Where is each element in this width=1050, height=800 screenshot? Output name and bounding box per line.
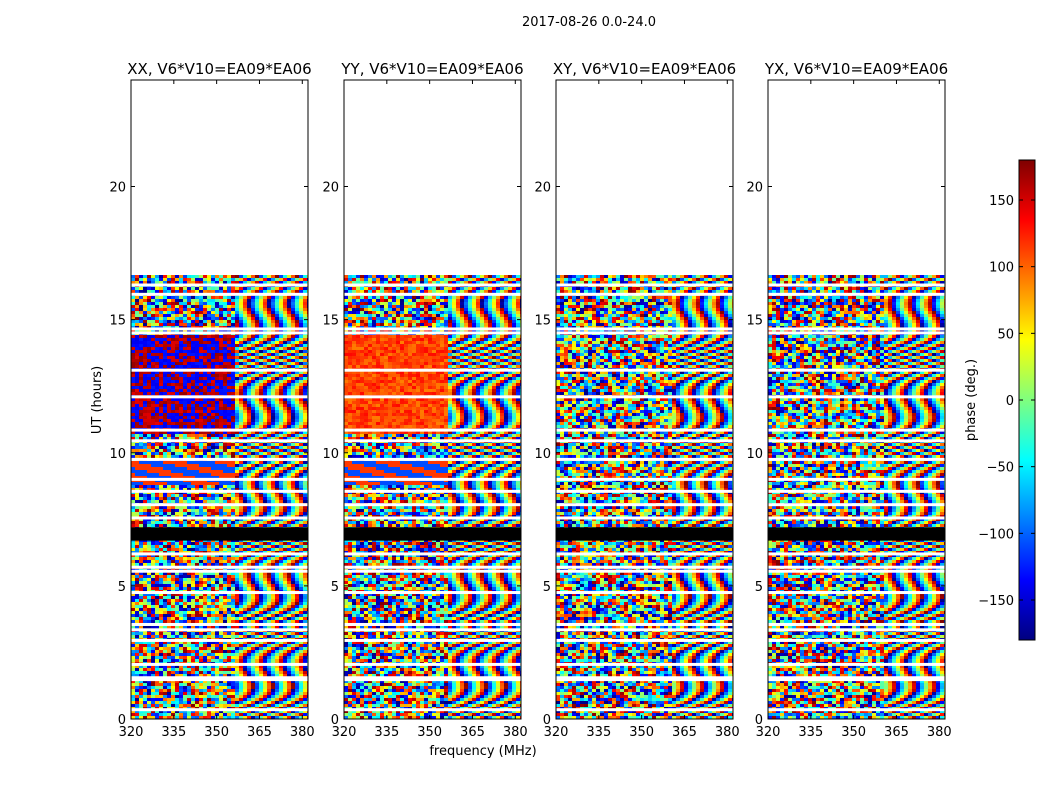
panel-yx: YX, V6*V10=EA09*EA06 320 335 350 365 380 0 5 10 1… [746, 60, 951, 740]
x-axis-label: frequency (MHz) [429, 744, 536, 759]
y-tick-label: 5 [543, 580, 551, 595]
y-tick-label: 0 [331, 713, 339, 728]
y-tick-label: 5 [118, 580, 126, 595]
y-tick-label: 15 [534, 314, 551, 329]
y-tick-label: 10 [322, 447, 339, 462]
colorbar: 150 100 50 0 −50 −100 −150 [978, 159, 1036, 641]
y-axis-label: UT (hours) [90, 366, 105, 434]
phase-heatmap [344, 275, 521, 719]
colorbar-tick-label: 50 [997, 327, 1014, 342]
y-tick-label: 20 [534, 181, 551, 196]
flagged-band [344, 527, 521, 541]
y-tick-label: 0 [543, 713, 551, 728]
flagged-band [556, 527, 733, 541]
x-tick-label: 380 [290, 725, 315, 740]
figure-suptitle: 2017-08-26 0.0-24.0 [522, 15, 656, 30]
flagged-band [131, 527, 308, 541]
y-tick-label: 5 [331, 580, 339, 595]
colorbar-tick-label: 0 [1006, 394, 1014, 409]
x-tick-label: 335 [586, 725, 611, 740]
x-tick-label: 335 [161, 725, 186, 740]
x-tick-label: 320 [332, 725, 357, 740]
x-tick-label: 380 [503, 725, 528, 740]
y-tick-label: 5 [755, 580, 763, 595]
x-tick-label: 350 [204, 725, 229, 740]
y-tick-label: 0 [755, 713, 763, 728]
colorbar-tick-label: −50 [987, 461, 1014, 476]
y-tick-label: 15 [109, 314, 126, 329]
y-tick-label: 15 [322, 314, 339, 329]
x-tick-label: 320 [756, 725, 781, 740]
panel-frame [555, 79, 734, 720]
x-tick-label: 365 [247, 725, 272, 740]
colorbar-tick-label: 150 [989, 194, 1014, 209]
y-tick-label: 10 [746, 447, 763, 462]
phase-heatmap [131, 275, 308, 719]
phase-heatmap [556, 275, 733, 719]
panel-title: XX, V6*V10=EA09*EA06 [127, 60, 311, 78]
colorbar-tick-label: 100 [989, 261, 1014, 276]
x-tick-label: 365 [884, 725, 909, 740]
panels: XX, V6*V10=EA09*EA06 320 335 350 365 380 0 5 10 1… [109, 60, 951, 740]
colorbar-label: phase (deg.) [964, 359, 979, 441]
panel-frame [767, 79, 946, 720]
y-tick-label: 15 [746, 314, 763, 329]
panel-xx: XX, V6*V10=EA09*EA06 320 335 350 365 380 0 5 10 1… [109, 60, 314, 740]
panel-yy: YY, V6*V10=EA09*EA06 320 335 350 365 380 0 5 10 1… [322, 60, 527, 740]
panel-frame [130, 79, 309, 720]
y-tick-label: 20 [322, 181, 339, 196]
flagged-band [768, 527, 945, 541]
x-tick-label: 365 [672, 725, 697, 740]
x-tick-label: 320 [544, 725, 569, 740]
x-tick-label: 380 [715, 725, 740, 740]
panel-title: YY, V6*V10=EA09*EA06 [340, 60, 523, 78]
x-tick-label: 350 [417, 725, 442, 740]
x-tick-label: 365 [460, 725, 485, 740]
x-tick-label: 335 [374, 725, 399, 740]
panel-xy: XY, V6*V10=EA09*EA06 320 335 350 365 380 0 5 10 1… [534, 60, 739, 740]
panel-title: YX, V6*V10=EA09*EA06 [764, 60, 948, 78]
x-tick-label: 350 [629, 725, 654, 740]
panel-title: XY, V6*V10=EA09*EA06 [553, 60, 736, 78]
colorbar-tick-label: −150 [978, 594, 1014, 609]
y-tick-label: 10 [534, 447, 551, 462]
x-tick-label: 380 [927, 725, 952, 740]
panel-frame [343, 79, 522, 720]
colorbar-tick-label: −100 [978, 527, 1014, 542]
phase-heatmap [768, 275, 945, 719]
x-tick-label: 335 [798, 725, 823, 740]
x-tick-label: 350 [841, 725, 866, 740]
y-tick-label: 20 [109, 181, 126, 196]
x-tick-label: 320 [119, 725, 144, 740]
y-tick-label: 0 [118, 713, 126, 728]
y-tick-label: 20 [746, 181, 763, 196]
y-tick-label: 10 [109, 447, 126, 462]
